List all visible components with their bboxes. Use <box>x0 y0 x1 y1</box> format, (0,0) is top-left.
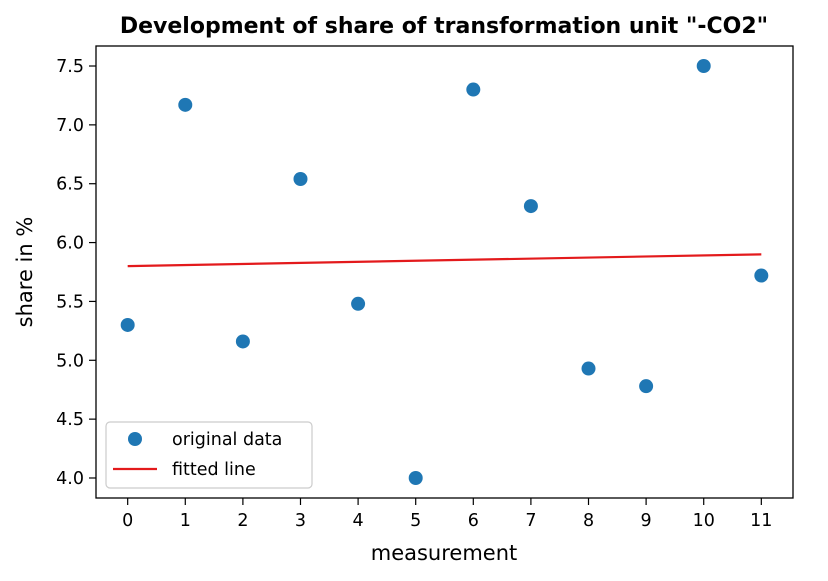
data-point <box>581 361 596 376</box>
x-tick-label: 10 <box>693 511 715 531</box>
data-series <box>120 59 769 485</box>
legend: original data fitted line <box>105 421 313 489</box>
fitted-line <box>127 253 762 268</box>
x-axis-label: measurement <box>371 541 518 565</box>
x-tick-label: 11 <box>750 511 772 531</box>
y-axis-label: share in % <box>13 217 37 328</box>
legend-label-original-data: original data <box>172 430 282 450</box>
data-point <box>351 296 366 311</box>
legend-box <box>105 421 313 489</box>
x-tick-label: 9 <box>641 511 652 531</box>
x-tick-label: 4 <box>353 511 364 531</box>
y-tick-label: 4.5 <box>56 410 84 430</box>
data-point <box>639 379 654 394</box>
y-tick-label: 5.5 <box>56 292 84 312</box>
y-tick-label: 6.0 <box>56 234 84 254</box>
data-point <box>754 268 769 283</box>
x-tick-label: 0 <box>122 511 133 531</box>
x-tick-label: 6 <box>468 511 479 531</box>
data-point <box>466 82 481 97</box>
data-point <box>178 97 193 112</box>
data-point <box>696 59 711 74</box>
x-tick-label: 5 <box>410 511 421 531</box>
chart-title: Development of share of transformation u… <box>120 14 768 39</box>
x-tick-label: 8 <box>583 511 594 531</box>
legend-label-fitted-line: fitted line <box>172 460 256 480</box>
plot-frame <box>95 45 794 499</box>
y-tick-label: 4.0 <box>56 469 84 489</box>
x-tick-label: 3 <box>295 511 306 531</box>
y-tick-label: 7.5 <box>56 57 84 77</box>
data-point <box>408 470 423 485</box>
y-tick-label: 7.0 <box>56 116 84 136</box>
legend-marker-original-data <box>128 432 142 446</box>
axes: 0 1 2 3 4 5 6 7 8 9 10 11 4.0 4.5 5.0 5.5 6.0 6.5 7.0 7.5 <box>56 57 772 531</box>
x-tick-label: 2 <box>237 511 248 531</box>
data-point <box>235 334 250 349</box>
y-tick-label: 5.0 <box>56 351 84 371</box>
data-point <box>293 172 308 187</box>
x-tick-label: 1 <box>180 511 191 531</box>
data-point <box>523 199 538 214</box>
data-point <box>120 317 135 332</box>
y-tick-label: 6.5 <box>56 175 84 195</box>
x-tick-label: 7 <box>525 511 536 531</box>
